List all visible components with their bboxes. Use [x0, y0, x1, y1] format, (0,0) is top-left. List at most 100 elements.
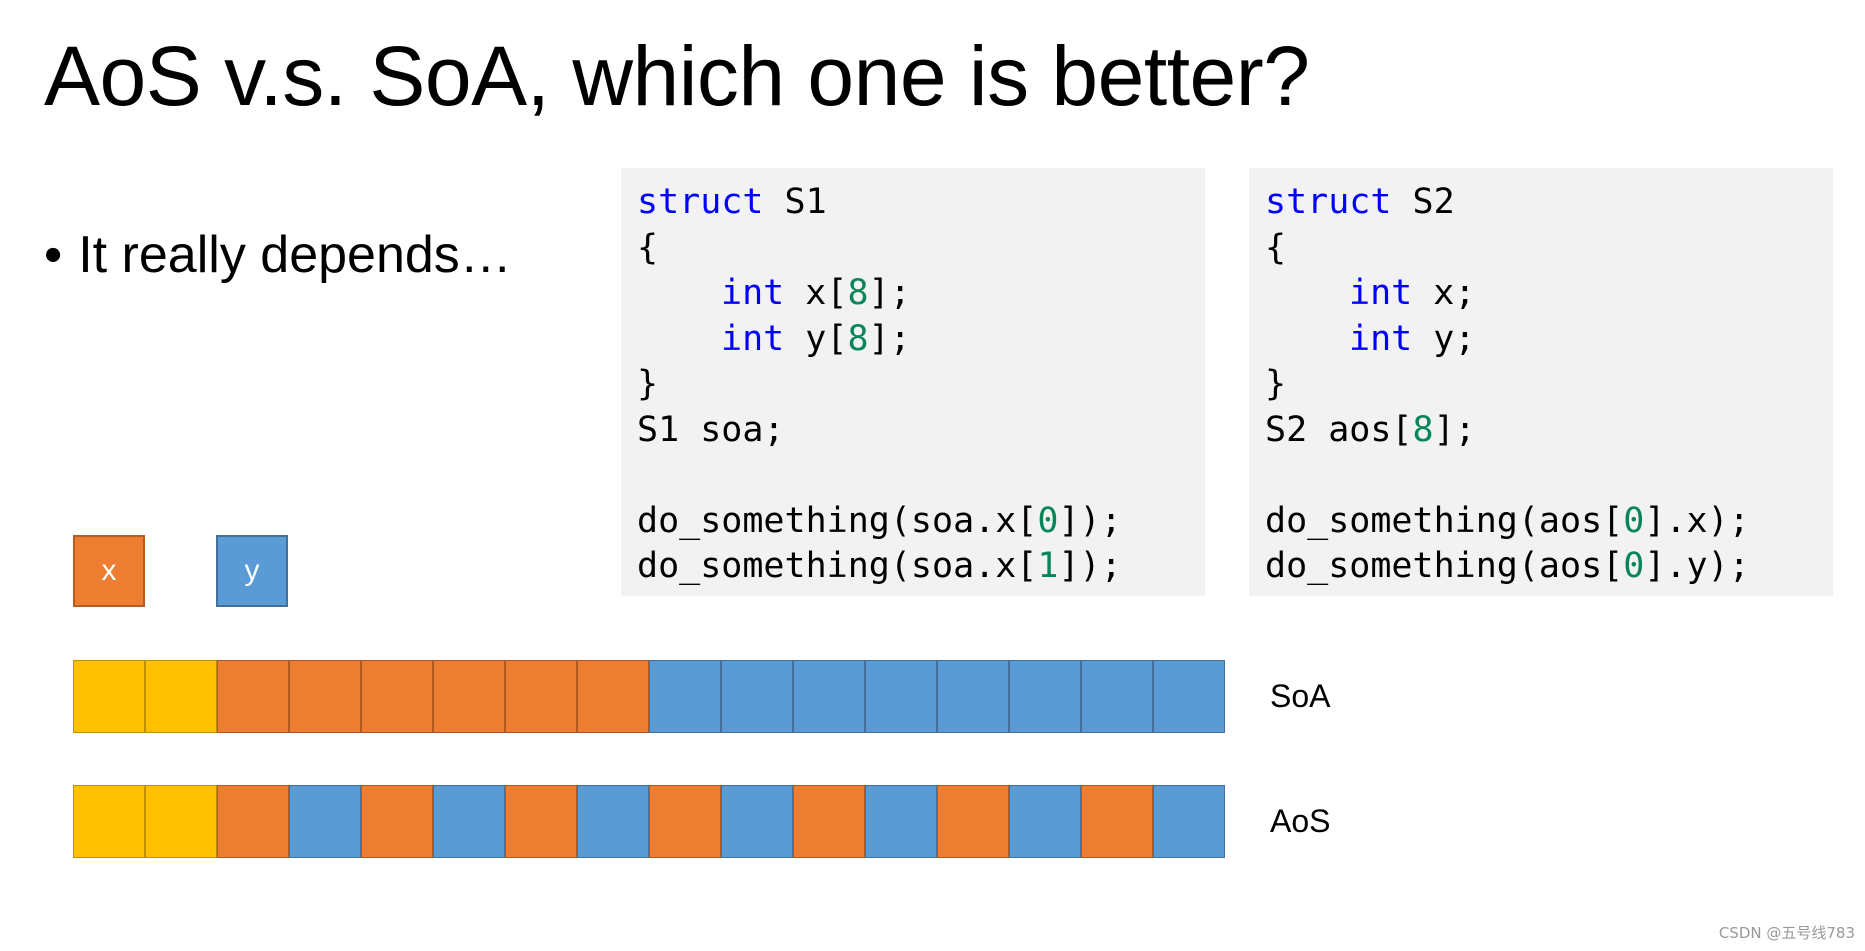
- code-text: ]);: [1058, 546, 1122, 586]
- code-text: {: [1265, 227, 1287, 268]
- memory-cell-y: [1009, 660, 1081, 733]
- code-number: 0: [1623, 500, 1645, 541]
- memory-cell-x: [505, 785, 577, 858]
- code-line: do_something(soa.x[0]);: [637, 499, 1205, 545]
- code-line: [637, 453, 1205, 499]
- code-keyword: int: [1349, 318, 1413, 359]
- code-line: do_something(aos[0].x);: [1265, 499, 1833, 545]
- memory-cell-x: [217, 785, 289, 858]
- code-text: y[: [784, 318, 848, 359]
- watermark: CSDN @五号线783: [1718, 924, 1855, 942]
- memory-cell-x: [793, 785, 865, 858]
- memory-cell-x: [937, 785, 1009, 858]
- code-line: }: [637, 362, 1205, 408]
- memory-cell-y: [433, 785, 505, 858]
- code-text: x;: [1412, 273, 1476, 313]
- memory-cell-x: [361, 785, 433, 858]
- memory-cell-y: [577, 785, 649, 858]
- code-line: {: [1265, 226, 1833, 272]
- code-line: do_something(soa.x[1]);: [637, 544, 1205, 590]
- memory-cell-y: [721, 660, 793, 733]
- code-text: do_something(soa.x[: [637, 500, 1038, 541]
- memory-cell-x: [289, 660, 361, 733]
- bullet-point: • It really depends…: [44, 225, 512, 285]
- memory-cell-x: [649, 785, 721, 858]
- code-line: int y[8];: [637, 317, 1205, 363]
- memory-cell-x: [577, 660, 649, 733]
- memory-cell-x: [217, 660, 289, 733]
- slide-title: AoS v.s. SoA, which one is better?: [44, 29, 1310, 123]
- memory-cell-y: [937, 660, 1009, 733]
- memory-cell-y: [865, 785, 937, 858]
- memory-cell-y: [1081, 660, 1153, 733]
- memory-cell-x: [433, 660, 505, 733]
- code-block-s2: struct S2{int x; int y;} S2 aos[8]; do_som…: [1249, 168, 1833, 596]
- code-text: ].y);: [1644, 546, 1750, 586]
- memory-cell-y: [1153, 785, 1225, 858]
- code-text: ];: [868, 273, 911, 313]
- soa-row-label: SoA: [1270, 678, 1331, 714]
- code-block-s1: struct S1{int x[8]; int y[8];} S1 soa; do_…: [621, 168, 1205, 596]
- memory-cell-y: [1009, 785, 1081, 858]
- code-keyword: int: [721, 273, 785, 313]
- memory-cell-y: [289, 785, 361, 858]
- memory-cell-y: [721, 785, 793, 858]
- code-text: {: [637, 227, 659, 268]
- legend-x-label: x: [101, 554, 117, 587]
- code-number: 8: [1412, 409, 1434, 450]
- code-text: do_something(aos[: [1265, 546, 1624, 586]
- code-text: ]);: [1058, 500, 1122, 541]
- code-line: {: [637, 226, 1205, 272]
- code-text: }: [1265, 364, 1287, 404]
- code-line: S2 aos[8];: [1265, 408, 1833, 454]
- code-text: S2: [1391, 182, 1455, 222]
- code-line: int x[8];: [637, 271, 1205, 317]
- code-number: 0: [1623, 546, 1645, 586]
- memory-cell-pad: [145, 660, 217, 733]
- memory-cell-y: [1153, 660, 1225, 733]
- soa-memory-row: [73, 660, 1225, 733]
- code-text: S2 aos[: [1265, 409, 1413, 450]
- bullet-marker: •: [44, 226, 63, 284]
- memory-cell-x: [505, 660, 577, 733]
- code-text: ];: [1433, 409, 1476, 450]
- code-text: S1: [763, 182, 827, 222]
- code-line: int x;: [1265, 271, 1833, 317]
- code-text: do_something(soa.x[: [637, 546, 1038, 586]
- code-number: 1: [1037, 546, 1059, 586]
- code-text: S1 soa;: [637, 409, 785, 450]
- code-number: 0: [1037, 500, 1059, 541]
- code-text: ].x);: [1644, 500, 1750, 541]
- code-keyword: int: [1349, 273, 1413, 313]
- code-text: ];: [868, 318, 911, 359]
- aos-row-label: AoS: [1270, 803, 1331, 839]
- code-line: [1265, 453, 1833, 499]
- code-text: x[: [784, 273, 848, 313]
- memory-cell-pad: [73, 785, 145, 858]
- code-number: 8: [847, 273, 869, 313]
- memory-cell-pad: [145, 785, 217, 858]
- code-text: }: [637, 364, 659, 404]
- code-number: 8: [847, 318, 869, 359]
- code-line: struct S1: [637, 180, 1205, 226]
- memory-cell-x: [1081, 785, 1153, 858]
- code-line: int y;: [1265, 317, 1833, 363]
- code-text: y;: [1412, 318, 1476, 359]
- legend-y-label: y: [244, 554, 260, 587]
- memory-cell-y: [793, 660, 865, 733]
- code-line: }: [1265, 362, 1833, 408]
- legend-y-box: y: [216, 535, 288, 607]
- code-line: S1 soa;: [637, 408, 1205, 454]
- code-text: do_something(aos[: [1265, 500, 1624, 541]
- legend-x-box: x: [73, 535, 145, 607]
- memory-cell-y: [865, 660, 937, 733]
- memory-cell-y: [649, 660, 721, 733]
- code-keyword: struct: [1265, 182, 1392, 222]
- code-line: do_something(aos[0].y);: [1265, 544, 1833, 590]
- code-keyword: struct: [637, 182, 764, 222]
- aos-memory-row: [73, 785, 1225, 858]
- memory-cell-x: [361, 660, 433, 733]
- bullet-text: It really depends…: [78, 226, 512, 284]
- memory-cell-pad: [73, 660, 145, 733]
- code-keyword: int: [721, 318, 785, 359]
